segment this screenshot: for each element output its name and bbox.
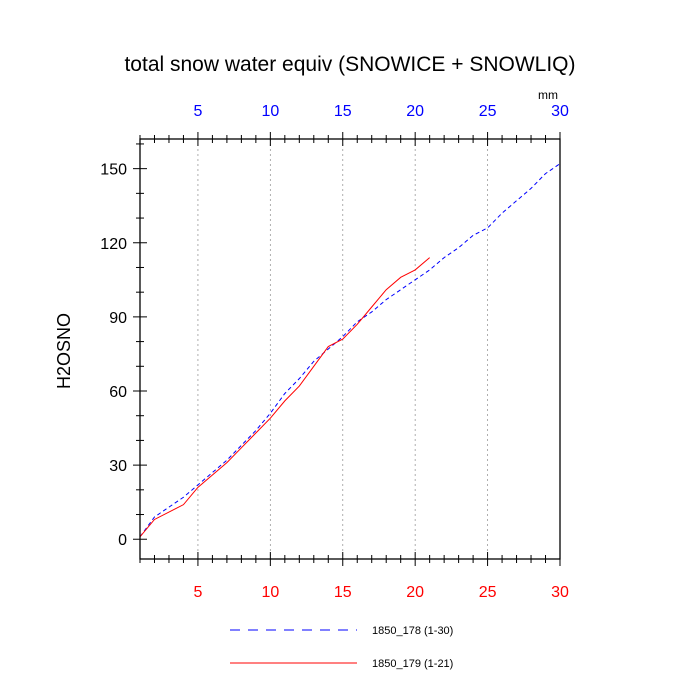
axes: 0 30 60 90 120 150 5 5 10 10 15 15 20 20 25 25 30 30 [100, 103, 569, 601]
x-tick-label-top: 30 [551, 103, 569, 120]
y-tick-label: 30 [109, 458, 127, 475]
x-tick-label-bottom: 20 [406, 584, 424, 601]
series-line-1 [139, 163, 561, 538]
gridlines [197, 139, 488, 559]
x-tick-label-bottom: 30 [551, 584, 569, 601]
chart-title: total snow water equiv (SNOWICE + SNOWLI… [124, 53, 575, 76]
x-tick-label-bottom: 5 [193, 584, 202, 601]
legend-label-2: 1850_179 (1-21) [372, 658, 453, 670]
series-lines [139, 163, 561, 538]
x-tick-label-top: 20 [406, 103, 424, 120]
x-tick-label-bottom: 10 [261, 584, 279, 601]
units-label: mm [538, 88, 558, 102]
y-tick-label: 120 [100, 236, 127, 253]
series-line-2 [139, 257, 430, 538]
legend: 1850_178 (1-30) 1850_179 (1-21) [230, 625, 453, 670]
x-tick-label-top: 10 [261, 103, 279, 120]
x-tick-label-bottom: 25 [479, 584, 497, 601]
y-axis-label: H2OSNO [54, 313, 74, 389]
legend-label-1: 1850_178 (1-30) [372, 625, 453, 637]
x-tick-label-top: 5 [193, 103, 202, 120]
y-tick-label: 90 [109, 310, 127, 327]
y-tick-label: 0 [118, 532, 127, 549]
y-tick-label: 150 [100, 162, 127, 179]
x-tick-label-top: 15 [334, 103, 352, 120]
x-tick-label-top: 25 [479, 103, 497, 120]
plot-frame [139, 138, 561, 560]
y-tick-label: 60 [109, 384, 127, 401]
x-tick-label-bottom: 15 [334, 584, 352, 601]
